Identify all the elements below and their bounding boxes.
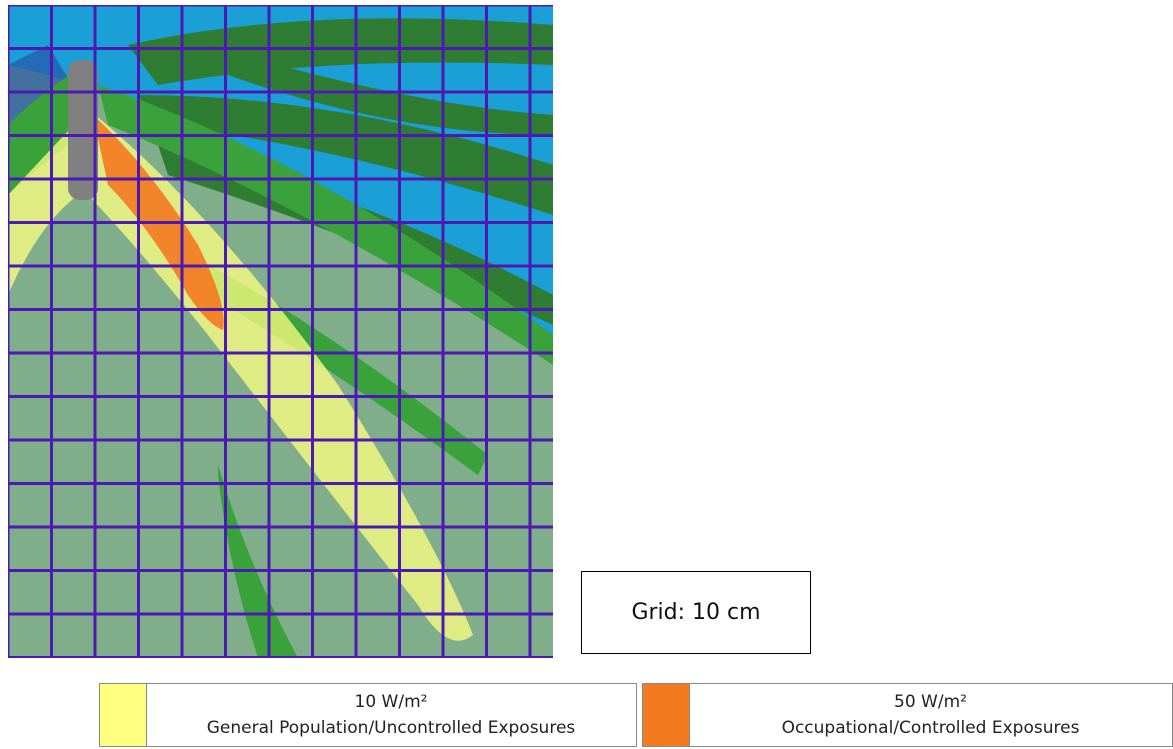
general-population-zone-left xyxy=(8,115,83,295)
rf-exposure-plot xyxy=(8,5,553,658)
exposure-map xyxy=(8,5,553,658)
legend-description: General Population/Uncontrolled Exposure… xyxy=(206,718,576,738)
legend-item-general-population: 10 W/m² General Population/Uncontrolled … xyxy=(99,683,637,747)
legend-value: 50 W/m² xyxy=(894,692,967,712)
legend-item-occupational: 50 W/m² Occupational/Controlled Exposure… xyxy=(642,683,1173,747)
green-streak-1 xyxy=(98,85,553,365)
dark-green-streak-4 xyxy=(208,45,553,135)
grid-lines xyxy=(8,5,553,658)
legend-swatch-yellow xyxy=(100,684,147,746)
green-streak-3 xyxy=(218,465,298,658)
dark-green-streak-2 xyxy=(138,95,553,215)
legend-swatch-orange xyxy=(643,684,690,746)
antenna-icon xyxy=(68,60,98,200)
grid-scale-text: Grid: 10 cm xyxy=(631,600,761,625)
legend-value: 10 W/m² xyxy=(354,692,428,712)
legend-description: Occupational/Controlled Exposures xyxy=(781,718,1080,738)
grid-scale-label: Grid: 10 cm xyxy=(581,571,811,654)
